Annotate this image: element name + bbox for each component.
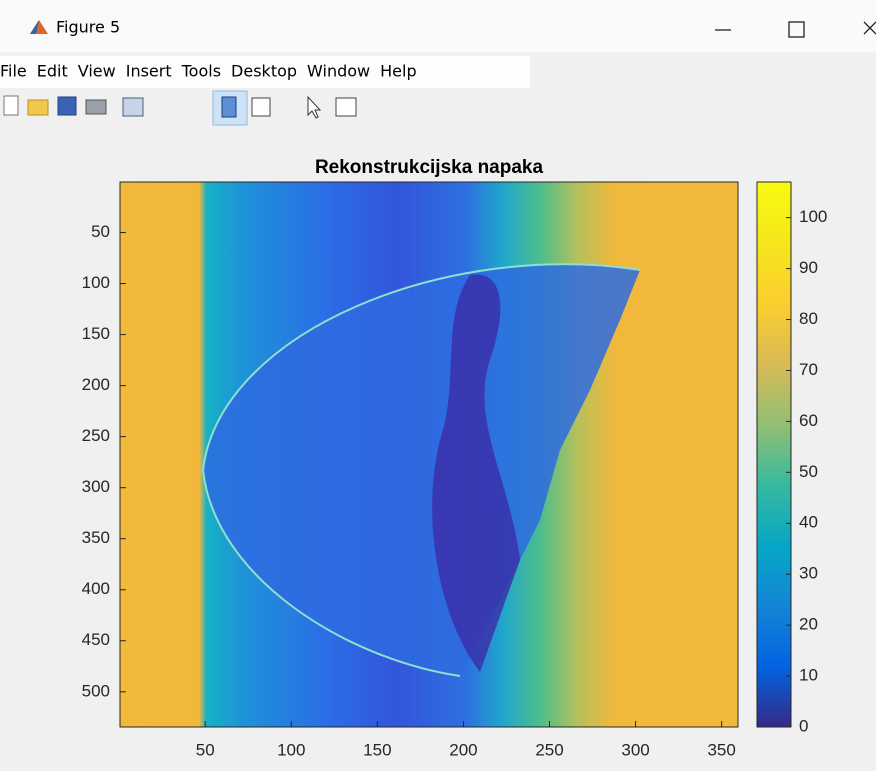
page: Figure 5 Rekonstrukcijska napaka 0 10 20 30…	[0, 0, 876, 771]
y-tick-label: 50	[91, 222, 110, 241]
colorbar-tick-label: 90	[799, 258, 818, 277]
colorbar: 0 10 20 30 40 50 60 70 80 90 100	[757, 182, 827, 735]
colorbar-tick-label: 20	[799, 615, 818, 634]
window-title: Figure 5	[56, 18, 120, 37]
tool-print[interactable]	[86, 100, 106, 114]
menu-item[interactable]: Desktop	[231, 62, 297, 81]
colorbar-tick-label: 10	[799, 666, 818, 685]
menu-item[interactable]: Insert	[126, 62, 172, 81]
tool-open[interactable]	[28, 100, 48, 115]
menu-item[interactable]: Window	[307, 62, 370, 81]
figure-window: Figure 5 Rekonstrukcijska napaka 0 10 20 30…	[0, 0, 876, 771]
toolbar	[4, 91, 356, 125]
x-tick-label: 350	[707, 740, 735, 759]
menu-item[interactable]: Tools	[181, 62, 221, 81]
colorbar-tick-label: 60	[799, 411, 818, 430]
tool-legend[interactable]	[252, 98, 270, 116]
menu-item[interactable]: View	[78, 62, 116, 81]
tool-save[interactable]	[58, 97, 76, 115]
tool-pointer[interactable]	[308, 97, 320, 118]
image-plot	[120, 182, 738, 727]
x-tick-label: 100	[277, 740, 305, 759]
colorbar-tick-label: 70	[799, 360, 818, 379]
y-tick-label: 400	[82, 579, 110, 598]
y-tick-label: 200	[82, 375, 110, 394]
x-tick-label: 50	[196, 740, 215, 759]
tool-new[interactable]	[4, 96, 18, 115]
colorbar-tick-label: 0	[799, 716, 808, 735]
x-tick-label: 250	[535, 740, 563, 759]
x-tick-label: 200	[449, 740, 477, 759]
y-tick-label: 100	[82, 273, 110, 292]
menu-item[interactable]: Edit	[37, 62, 68, 81]
y-tick-label: 350	[82, 528, 110, 547]
y-tick-label: 450	[82, 630, 110, 649]
colorbar-tick-label: 80	[799, 309, 818, 328]
colorbar-fill	[757, 182, 791, 727]
menu-item[interactable]: Help	[380, 62, 416, 81]
colorbar-tick-label: 40	[799, 513, 818, 532]
x-tick-label: 300	[621, 740, 649, 759]
x-tick-label: 150	[363, 740, 391, 759]
y-tick-label: 150	[82, 324, 110, 343]
tool-colorbar[interactable]	[222, 97, 236, 117]
title-bar	[0, 0, 876, 52]
tool-link[interactable]	[123, 98, 143, 116]
menu-item[interactable]: File	[0, 62, 27, 81]
colorbar-tick-label: 50	[799, 462, 818, 481]
colorbar-tick-label: 30	[799, 564, 818, 583]
y-tick-label: 500	[82, 681, 110, 700]
colorbar-tick-label: 100	[799, 207, 827, 226]
chart-title: Rekonstrukcijska napaka	[315, 157, 544, 178]
y-tick-label: 300	[82, 477, 110, 496]
tool-property[interactable]	[336, 98, 356, 116]
y-tick-label: 250	[82, 426, 110, 445]
